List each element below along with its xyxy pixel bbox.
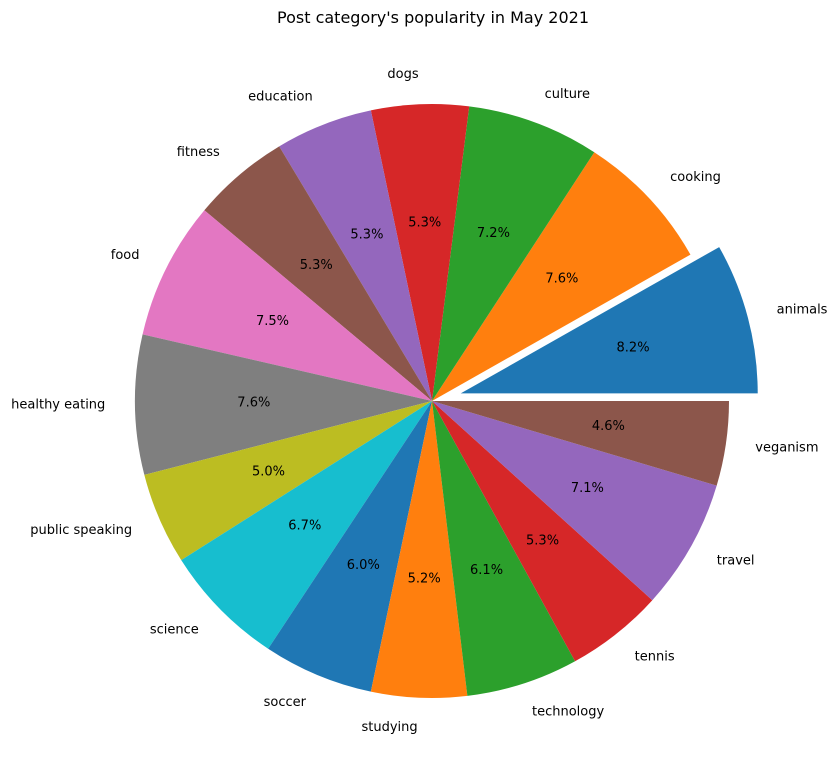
pie-slice-studying xyxy=(370,401,468,698)
category-label-public-speaking: public speaking xyxy=(30,523,132,538)
pct-label-animals: 8.2% xyxy=(617,341,650,356)
pie-slice-healthy-eating xyxy=(134,334,432,475)
category-label-veganism: veganism xyxy=(755,441,818,456)
pie-slice-tennis xyxy=(432,401,653,662)
category-label-cooking: cooking xyxy=(670,170,721,185)
pct-label-dogs: 5.3% xyxy=(408,215,441,230)
pie-slice-education xyxy=(279,110,432,401)
pct-label-cooking: 7.6% xyxy=(545,272,578,287)
pct-label-fitness: 5.3% xyxy=(300,258,333,273)
pie-slice-public-speaking xyxy=(144,401,432,561)
category-label-education: education xyxy=(248,89,313,104)
pie-slice-culture xyxy=(432,106,595,402)
pct-label-travel: 7.1% xyxy=(571,481,604,496)
pct-label-science: 6.7% xyxy=(288,518,321,533)
category-label-technology: technology xyxy=(532,705,604,720)
category-label-healthy-eating: healthy eating xyxy=(11,398,105,413)
pct-label-soccer: 6.0% xyxy=(347,558,380,573)
pct-label-culture: 7.2% xyxy=(477,226,510,241)
pie-slice-science xyxy=(181,401,432,649)
pct-label-healthy-eating: 7.6% xyxy=(237,396,270,411)
pie-slice-technology xyxy=(432,401,576,696)
pct-label-public-speaking: 5.0% xyxy=(252,464,285,479)
pie-slice-travel xyxy=(432,401,717,601)
pct-label-studying: 5.2% xyxy=(408,572,441,587)
category-label-studying: studying xyxy=(361,720,417,735)
pie-slice-dogs xyxy=(370,104,470,402)
pie-slice-fitness xyxy=(204,146,432,401)
category-label-travel: travel xyxy=(717,554,755,569)
pct-label-veganism: 4.6% xyxy=(592,419,625,434)
category-label-food: food xyxy=(111,248,140,263)
pie-slice-food xyxy=(142,210,432,401)
pct-label-tennis: 5.3% xyxy=(526,533,559,548)
pct-label-technology: 6.1% xyxy=(470,563,503,578)
category-label-soccer: soccer xyxy=(264,695,307,710)
pie-slice-cooking xyxy=(432,152,691,401)
category-label-culture: culture xyxy=(545,87,590,102)
category-label-animals: animals xyxy=(777,303,828,318)
pie-slice-veganism xyxy=(432,401,729,486)
pct-label-education: 5.3% xyxy=(350,228,383,243)
labels-layer: 8.2% animals 7.6% cooking 7.2% culture 5.3% dog… xyxy=(11,67,828,735)
category-label-tennis: tennis xyxy=(635,650,675,665)
category-label-science: science xyxy=(150,622,199,637)
category-label-fitness: fitness xyxy=(177,145,220,160)
pie-slice-soccer xyxy=(268,401,432,692)
pct-label-food: 7.5% xyxy=(256,314,289,329)
category-label-dogs: dogs xyxy=(387,67,418,82)
pie-slice-animals xyxy=(460,247,758,394)
chart-title: Post category's popularity in May 2021 xyxy=(277,8,589,27)
slices-layer xyxy=(134,104,758,698)
